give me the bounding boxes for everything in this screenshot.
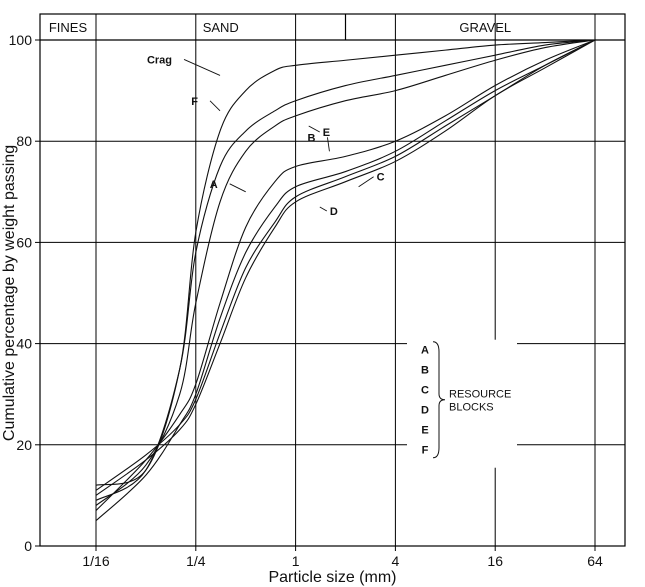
leader-crag [183, 59, 221, 76]
y-tick-label: 80 [16, 133, 32, 149]
leader-c [358, 176, 374, 188]
x-tick-label: 64 [587, 553, 603, 569]
zone-label-sand: SAND [203, 20, 239, 35]
y-tick-label: 60 [16, 234, 32, 250]
legend-item-e: E [421, 425, 428, 437]
y-tick-label: 100 [9, 32, 33, 48]
legend-caption-line: RESOURCE [449, 389, 511, 401]
label-a: A [210, 179, 218, 191]
legend-caption-line: BLOCKS [449, 402, 494, 414]
legend-item-c: C [421, 385, 429, 397]
leader-f [209, 100, 221, 112]
x-tick-label: 1 [292, 553, 300, 569]
x-tick-label: 1/16 [82, 553, 109, 569]
leader-a [229, 183, 246, 193]
label-e: E [323, 127, 330, 139]
legend-item-b: B [421, 365, 429, 377]
leader-d [319, 206, 328, 212]
label-crag: Crag [147, 54, 172, 66]
y-axis-label: Cumulative percentage by weight passing [1, 145, 18, 441]
curves [95, 39, 596, 522]
zone-label-gravel: GRAVEL [459, 20, 511, 35]
curve-b [95, 39, 596, 511]
x-axis-label: Particle size (mm) [268, 569, 396, 586]
x-tick-label: 4 [392, 553, 400, 569]
zone-label-fines: FINES [49, 20, 88, 35]
curve-d [95, 39, 596, 496]
plot-frame [39, 13, 626, 547]
label-f: F [191, 96, 198, 108]
annotations: Crag F EB A C D [147, 54, 385, 218]
legend-item-a: A [421, 345, 429, 357]
zone-header: FINES SAND GRAVEL [40, 14, 625, 41]
curve-c [95, 39, 596, 491]
curve-f [95, 39, 596, 501]
label-d: D [330, 206, 338, 218]
curve-e [95, 39, 596, 506]
leader-e [308, 125, 320, 133]
legend-item-d: D [421, 405, 429, 417]
leader-b [326, 137, 330, 152]
y-tick-label: 40 [16, 336, 32, 352]
label-b: B [307, 132, 315, 144]
label-c: C [377, 172, 385, 184]
legend-item-f: F [422, 445, 429, 457]
legend-bg [407, 339, 517, 468]
axes: 0 20 40 60 80 100 1/16 1/4 1 4 16 64 [9, 32, 603, 569]
curve-a [95, 39, 596, 522]
x-tick-label: 16 [487, 553, 503, 569]
grid [40, 14, 625, 547]
x-tick-label: 1/4 [186, 553, 206, 569]
y-tick-label: 0 [24, 538, 32, 554]
y-tick-label: 20 [16, 437, 32, 453]
legend-brace [432, 341, 446, 459]
